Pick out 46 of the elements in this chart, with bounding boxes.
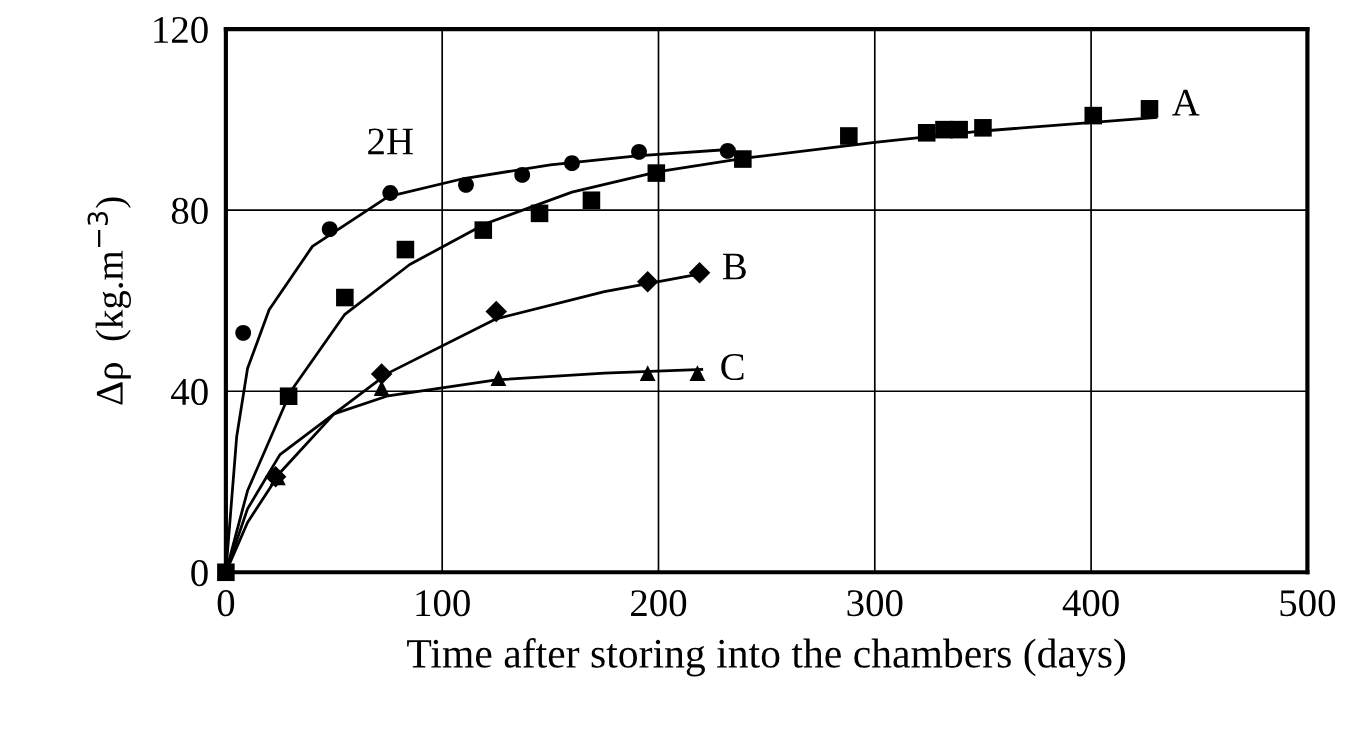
point [370, 363, 393, 385]
x-tick-label: 100 [416, 590, 470, 617]
point [917, 124, 936, 142]
y-tick-label: 120 [154, 16, 208, 44]
point [490, 370, 507, 387]
point [485, 300, 508, 323]
point [530, 204, 549, 223]
point [582, 191, 601, 210]
point [279, 387, 298, 405]
point [564, 155, 580, 172]
point [514, 166, 531, 183]
point [458, 176, 474, 193]
y-tick-label: 40 [171, 378, 208, 406]
point [639, 365, 656, 382]
y-tick-label: 80 [171, 197, 208, 225]
point [336, 288, 354, 307]
point [950, 120, 968, 139]
point [688, 261, 711, 284]
point [217, 563, 235, 582]
point [974, 119, 992, 137]
point [235, 324, 252, 341]
x-tick-label: 200 [631, 590, 687, 617]
point [636, 270, 659, 293]
point [1084, 106, 1103, 125]
y-tick-label: 0 [191, 559, 208, 587]
point [689, 365, 706, 382]
point [719, 142, 736, 159]
point [396, 240, 415, 259]
x-axis-title: Time after storing into the chambers (days) [407, 638, 1126, 677]
x-tick-label: 500 [1280, 590, 1336, 617]
annotation: A [1172, 89, 1200, 116]
x-tick-label: 300 [847, 590, 903, 617]
point [474, 221, 493, 239]
point [1140, 100, 1159, 118]
point [321, 221, 338, 238]
y-axis-title: Δρ (kg.m$^{−3}$) [87, 197, 131, 405]
point [382, 185, 399, 201]
point [647, 164, 666, 182]
x-tick-label: 0 [217, 590, 235, 617]
annotation: 2H [368, 128, 413, 155]
point [734, 150, 752, 168]
point [631, 143, 647, 160]
x-tick-label: 400 [1062, 590, 1119, 617]
annotation: B [722, 253, 746, 280]
point [840, 127, 858, 145]
annotation: C [721, 353, 744, 381]
